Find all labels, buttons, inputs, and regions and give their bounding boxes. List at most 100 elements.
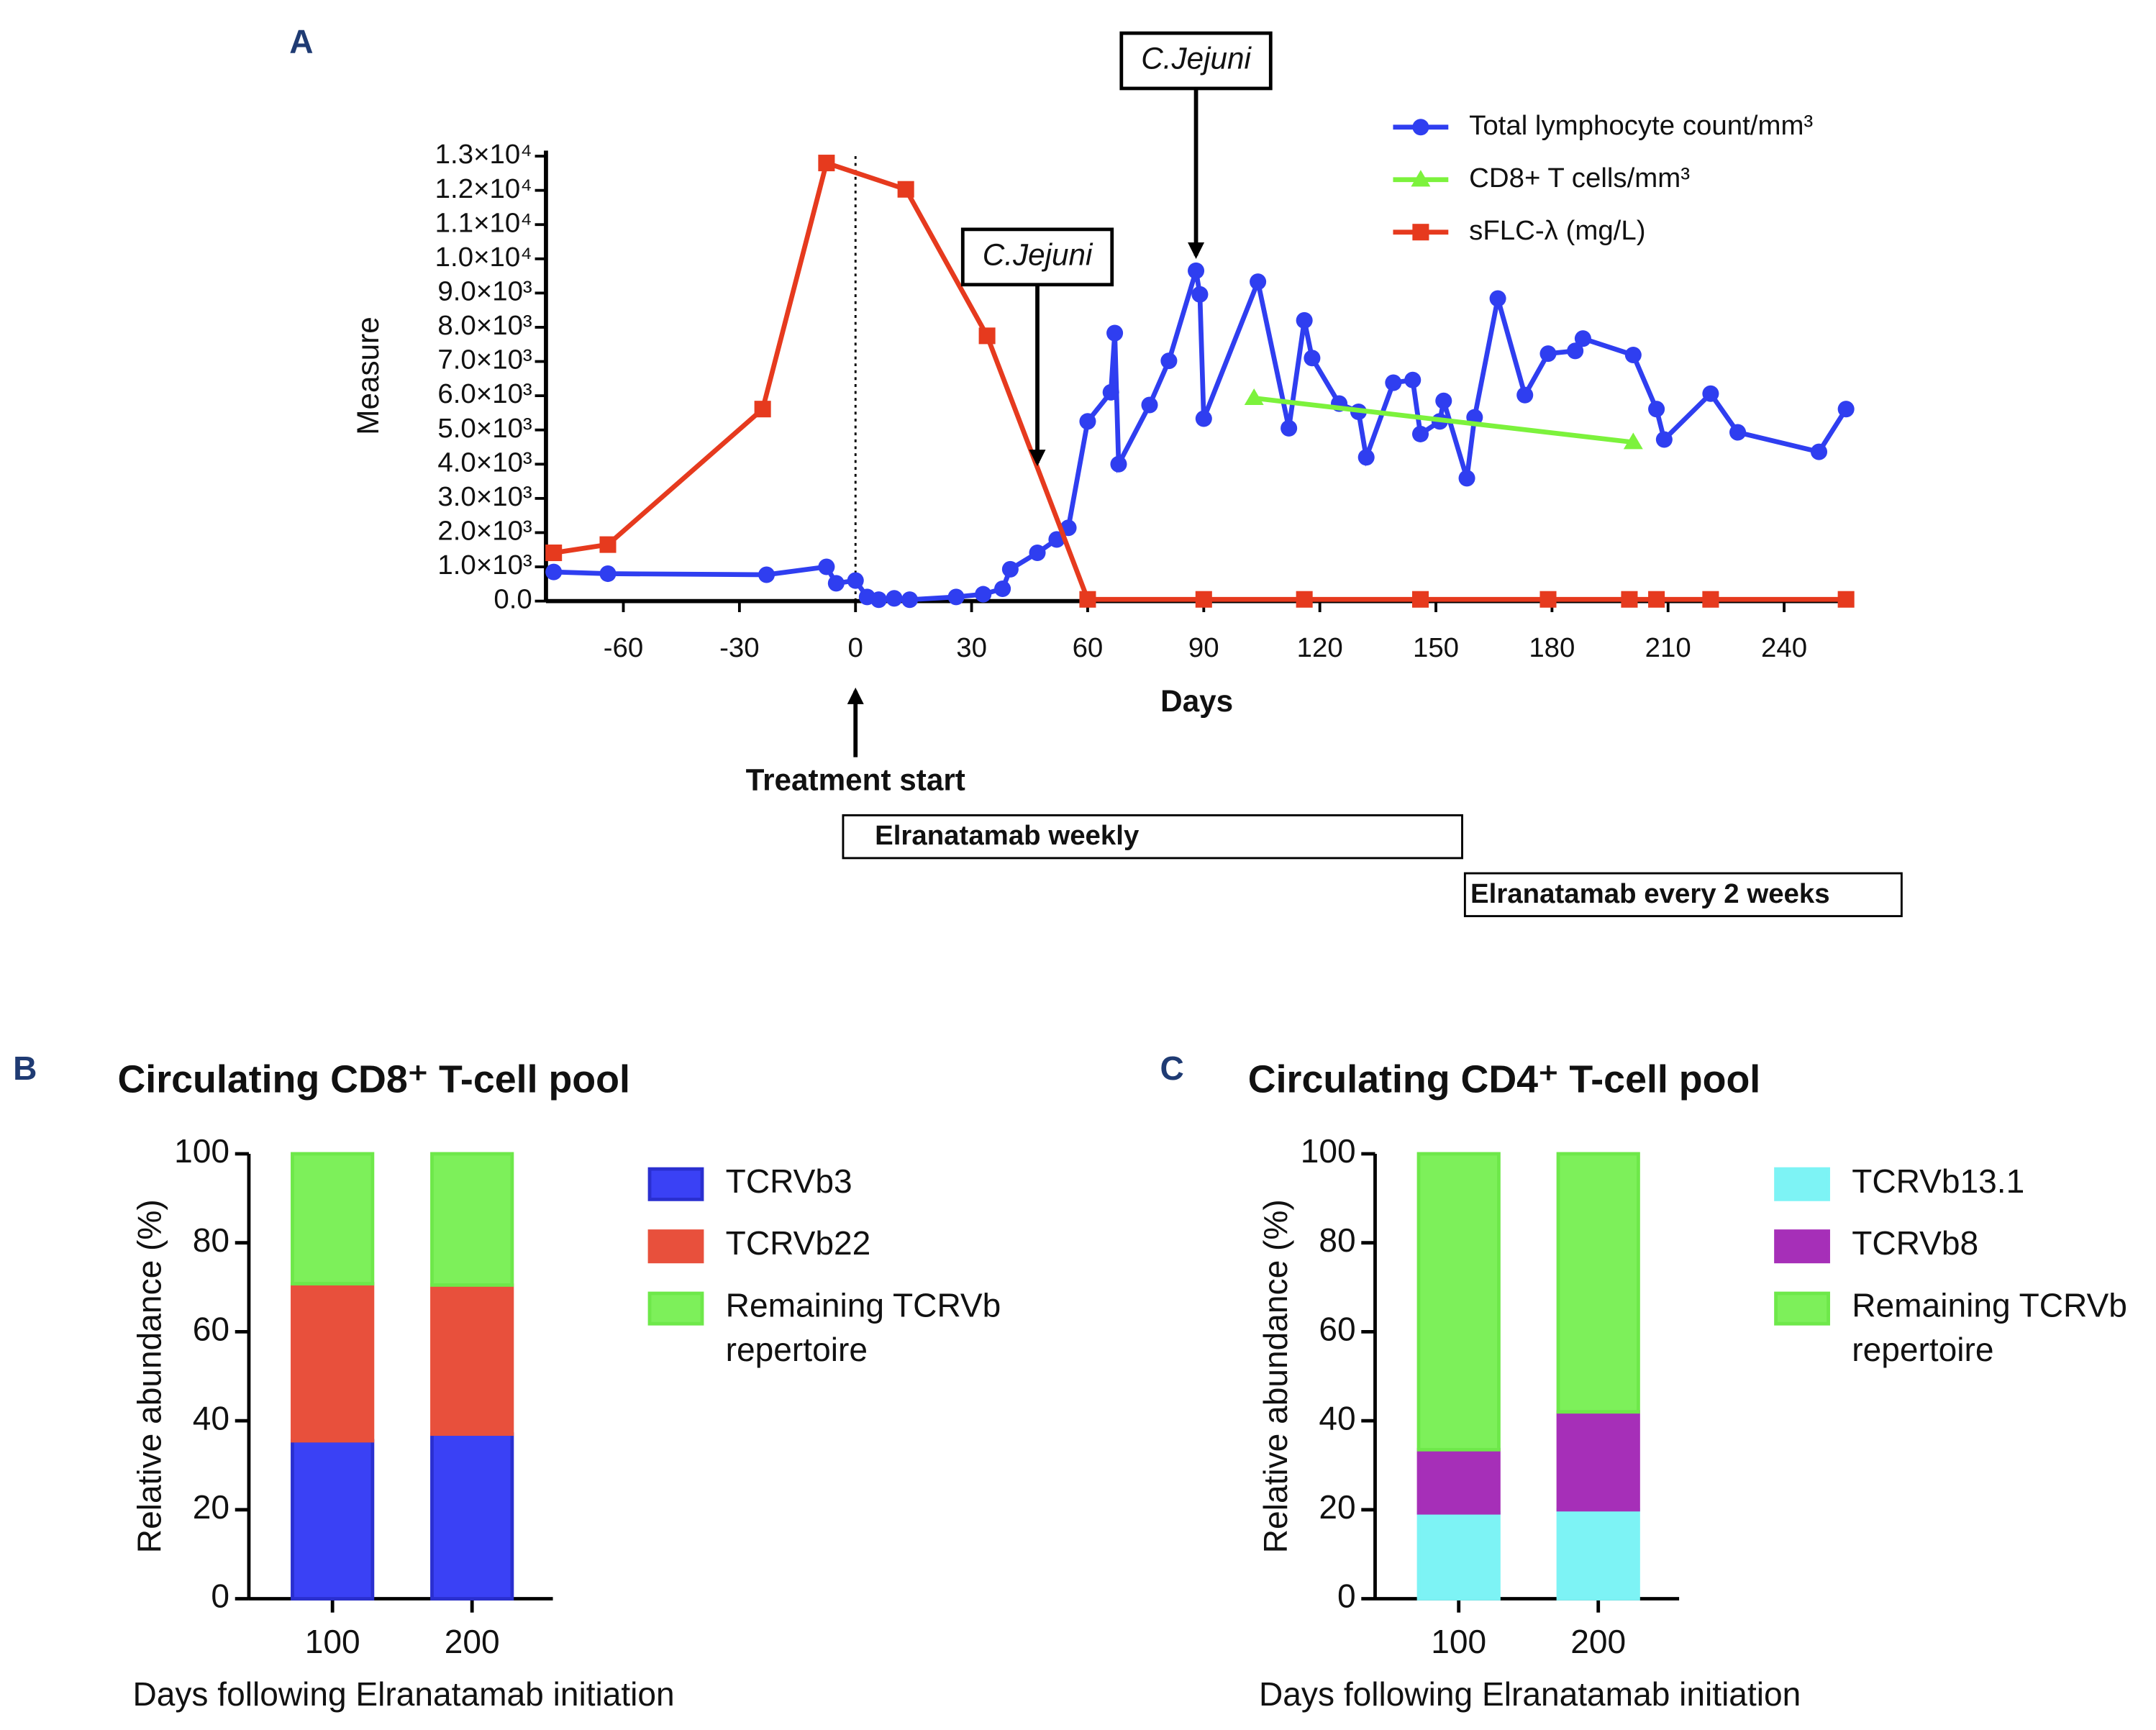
legend-label: Remaining TCRVb repertoire bbox=[725, 1288, 1001, 1370]
x-axis-label: Days following Elranatamab initiation bbox=[132, 1675, 674, 1713]
point bbox=[1001, 560, 1019, 578]
legend-swatch bbox=[647, 1229, 704, 1264]
x-tick-label: 30 bbox=[956, 632, 987, 663]
point bbox=[1106, 324, 1124, 342]
legend-marker bbox=[1411, 170, 1431, 187]
point bbox=[1655, 431, 1673, 448]
legend-label-box: TCRVb13.1 bbox=[1852, 1163, 2024, 1201]
point bbox=[1411, 591, 1429, 608]
y-tick-label: 0 bbox=[211, 1578, 229, 1615]
legend-label: Total lymphocyte count/mm³ bbox=[1469, 110, 1813, 141]
legend-marker bbox=[1412, 119, 1429, 136]
point bbox=[1624, 346, 1642, 364]
point bbox=[901, 591, 919, 609]
regimen-box bbox=[1463, 872, 1903, 918]
bar-segment bbox=[430, 1283, 514, 1437]
point bbox=[1304, 350, 1321, 367]
point bbox=[1110, 455, 1127, 473]
point bbox=[1250, 273, 1267, 291]
point bbox=[1516, 386, 1534, 404]
point bbox=[870, 591, 888, 609]
bar-segment bbox=[1556, 1508, 1640, 1601]
legend-label: TCRVb8 bbox=[1852, 1225, 1979, 1263]
x-tick-label: 180 bbox=[1529, 632, 1575, 663]
legend-swatch bbox=[1774, 1291, 1830, 1326]
point bbox=[1079, 413, 1096, 430]
legend-swatch bbox=[647, 1291, 704, 1326]
legend-label-box: Remaining TCRVb repertoire bbox=[1852, 1288, 2127, 1369]
point bbox=[947, 588, 965, 606]
point bbox=[1195, 410, 1212, 427]
point bbox=[1404, 371, 1422, 388]
x-tick-label: 0 bbox=[848, 632, 863, 663]
x-axis-label: Days bbox=[1160, 684, 1233, 718]
y-tick-label: 100 bbox=[174, 1132, 229, 1170]
annotation-label: Treatment start bbox=[746, 762, 965, 796]
point bbox=[1160, 352, 1178, 370]
y-tick-label: 3.0×10³ bbox=[437, 481, 532, 512]
point bbox=[1191, 286, 1209, 303]
bar-segment bbox=[1416, 1447, 1501, 1515]
point bbox=[1648, 591, 1665, 608]
legend-label: TCRVb22 bbox=[725, 1225, 871, 1263]
x-tick-label: 240 bbox=[1761, 632, 1807, 663]
point bbox=[1648, 401, 1665, 418]
point bbox=[1837, 591, 1855, 608]
y-tick-label: 80 bbox=[1319, 1221, 1355, 1259]
annotation-label: C.Jejuni bbox=[1141, 42, 1252, 76]
y-axis-label: Relative abundance (%) bbox=[1257, 1199, 1294, 1553]
point bbox=[847, 572, 864, 589]
y-tick-label: 80 bbox=[193, 1221, 229, 1259]
y-tick-label: 60 bbox=[1319, 1311, 1355, 1348]
y-tick-label: 7.0×10³ bbox=[437, 345, 532, 375]
point bbox=[1102, 383, 1119, 401]
point bbox=[1079, 591, 1096, 608]
point bbox=[1296, 311, 1313, 329]
point bbox=[1539, 345, 1557, 363]
point bbox=[1029, 544, 1046, 562]
bar-segment bbox=[1556, 1410, 1640, 1512]
bar-segment bbox=[430, 1432, 514, 1601]
bar-segment bbox=[1556, 1152, 1640, 1414]
y-axis-label: Measure bbox=[351, 317, 385, 434]
y-tick-label: 60 bbox=[193, 1311, 229, 1348]
point bbox=[975, 586, 992, 603]
point bbox=[1810, 443, 1828, 460]
point bbox=[827, 575, 845, 592]
x-tick-label: 60 bbox=[1073, 632, 1104, 663]
annotation-label: C.Jejuni bbox=[983, 237, 1093, 271]
point bbox=[1623, 432, 1643, 450]
point bbox=[545, 563, 563, 581]
legend-marker bbox=[1412, 224, 1429, 241]
regimen-label: Elranatamab weekly bbox=[875, 820, 1140, 851]
legend-swatch bbox=[1774, 1229, 1830, 1264]
y-tick-label: 9.0×10³ bbox=[437, 276, 532, 307]
y-tick-label: 6.0×10³ bbox=[437, 378, 532, 409]
point bbox=[1702, 591, 1719, 608]
y-tick-label: 5.0×10³ bbox=[437, 413, 532, 444]
x-tick-label: 90 bbox=[1188, 632, 1219, 663]
point bbox=[1244, 388, 1264, 406]
x-tick-label: 120 bbox=[1297, 632, 1343, 663]
point bbox=[1702, 385, 1719, 402]
point bbox=[1567, 342, 1584, 360]
regimen-box bbox=[842, 814, 1463, 860]
panel-letter: A bbox=[289, 23, 313, 60]
point bbox=[1385, 374, 1402, 391]
point bbox=[1574, 330, 1591, 347]
legend-label: sFLC-λ (mg/L) bbox=[1469, 215, 1645, 246]
x-tick-label: 200 bbox=[445, 1623, 500, 1660]
point bbox=[545, 544, 563, 562]
bar-segment bbox=[291, 1152, 375, 1285]
chart-title: Circulating CD4⁺ T-cell pool bbox=[1248, 1057, 1760, 1101]
legend-swatch bbox=[1774, 1167, 1830, 1201]
y-tick-label: 100 bbox=[1301, 1132, 1356, 1170]
y-tick-label: 2.0×10³ bbox=[437, 516, 532, 547]
point bbox=[886, 590, 903, 607]
x-tick-label: -60 bbox=[604, 632, 644, 663]
point bbox=[1837, 401, 1855, 418]
x-tick-label: 100 bbox=[305, 1623, 360, 1660]
point bbox=[994, 580, 1011, 597]
